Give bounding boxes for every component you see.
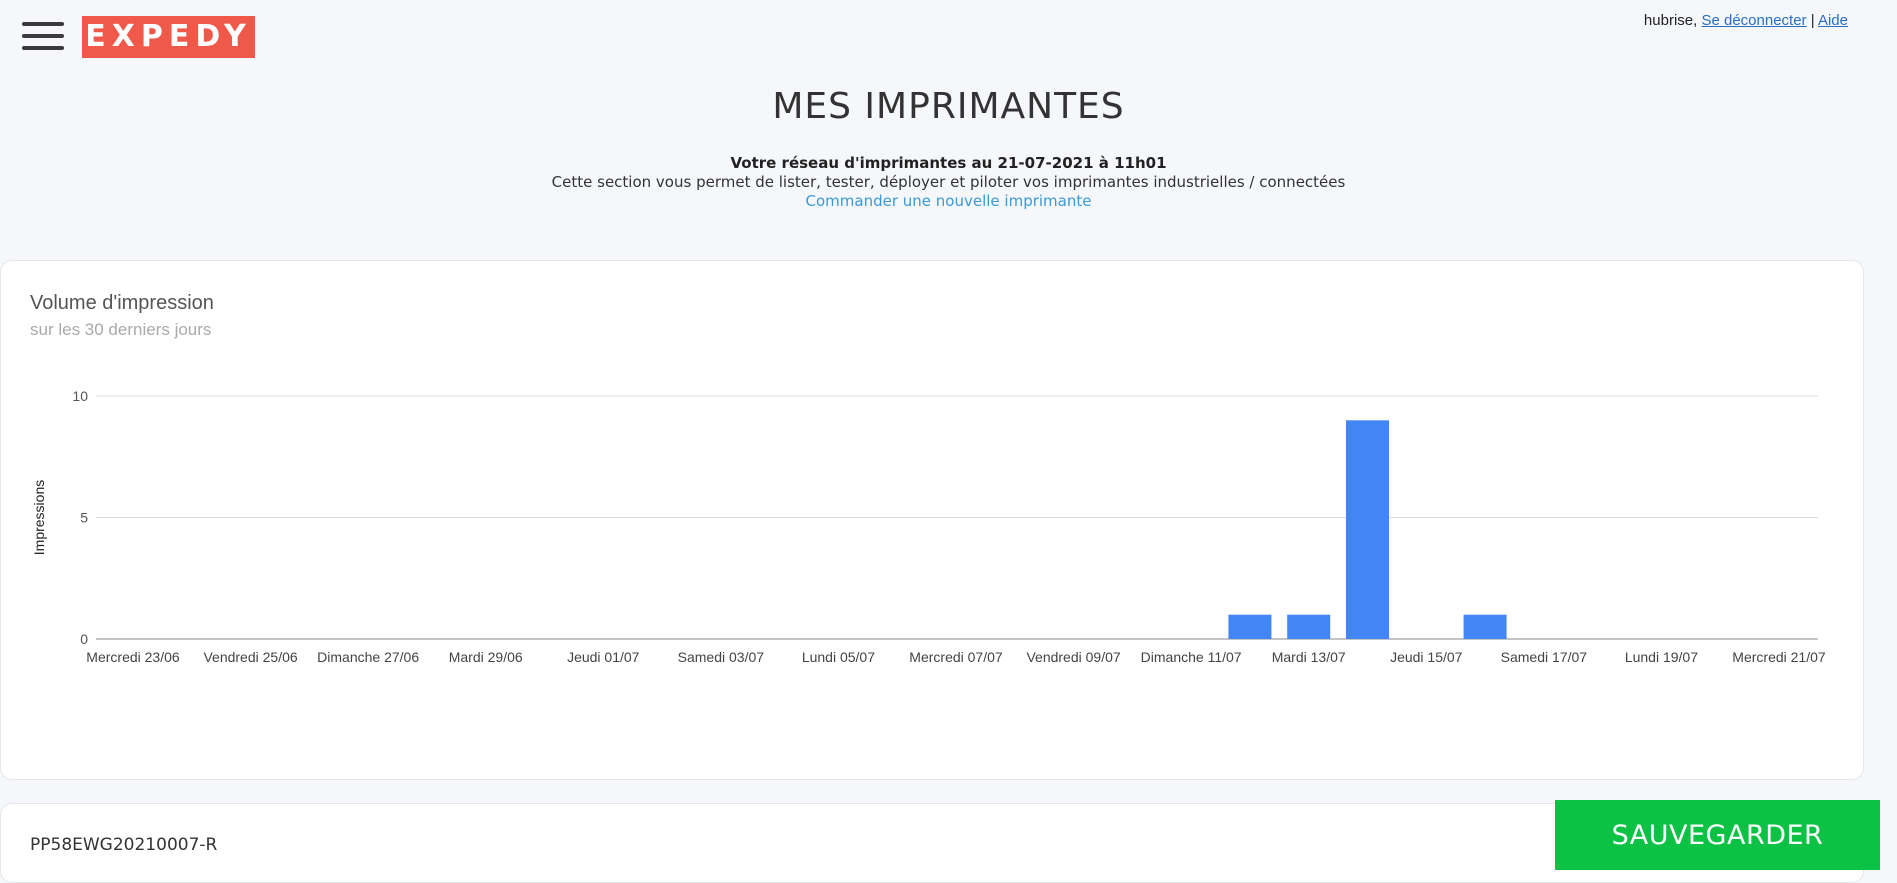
x-tick-label: Jeudi 15/07 bbox=[1390, 649, 1463, 665]
x-tick-label: Mardi 13/07 bbox=[1272, 649, 1346, 665]
help-link[interactable]: Aide bbox=[1817, 12, 1848, 29]
y-tick-label: 10 bbox=[72, 388, 88, 404]
x-tick-label: Mercredi 07/07 bbox=[909, 649, 1003, 665]
menu-bar bbox=[22, 34, 64, 38]
y-tick-label: 0 bbox=[80, 631, 88, 647]
x-tick-label: Lundi 19/07 bbox=[1625, 649, 1698, 665]
bar bbox=[1287, 614, 1331, 639]
x-tick-label: Samedi 17/07 bbox=[1501, 649, 1588, 665]
x-tick-label: Samedi 03/07 bbox=[678, 649, 765, 665]
user-name: hubrise, bbox=[1643, 12, 1698, 29]
network-status-text: Votre réseau d'imprimantes au 21-07-2021… bbox=[730, 154, 1167, 172]
order-printer-link[interactable]: Commander une nouvelle imprimante bbox=[805, 192, 1092, 210]
chart-subtitle: sur les 30 derniers jours bbox=[30, 320, 212, 339]
section-description: Cette section vous permet de lister, tes… bbox=[551, 173, 1346, 191]
x-tick-label: Vendredi 09/07 bbox=[1026, 649, 1120, 665]
chart-title: Volume d'impression bbox=[30, 292, 214, 314]
separator: | bbox=[1810, 12, 1815, 29]
x-tick-label: Vendredi 25/06 bbox=[203, 649, 297, 665]
logout-link[interactable]: Se déconnecter bbox=[1701, 12, 1807, 29]
printer-id: PP58EWG20210007-R bbox=[30, 835, 218, 855]
print-volume-card bbox=[0, 260, 1864, 780]
user-bar: hubrise, Se déconnecter | Aide bbox=[1644, 12, 1848, 29]
page-title: MES IMPRIMANTES bbox=[772, 86, 1125, 127]
hamburger-menu-icon[interactable] bbox=[22, 22, 64, 54]
x-tick-label: Lundi 05/07 bbox=[802, 649, 875, 665]
x-tick-label: Mercredi 21/07 bbox=[1732, 649, 1826, 665]
menu-bar bbox=[22, 46, 64, 50]
bar bbox=[1228, 614, 1272, 639]
intro-section: Votre réseau d'imprimantes au 21-07-2021… bbox=[0, 154, 1897, 211]
y-axis-label: Impressions bbox=[31, 480, 47, 555]
menu-bar bbox=[22, 22, 64, 26]
bar bbox=[1346, 420, 1389, 639]
x-tick-label: Dimanche 11/07 bbox=[1141, 649, 1242, 665]
y-tick-label: 5 bbox=[80, 510, 88, 526]
bar bbox=[1463, 614, 1507, 639]
expedy-logo[interactable]: EXPEDY bbox=[82, 16, 255, 58]
x-tick-label: Mardi 29/06 bbox=[449, 649, 523, 665]
x-tick-label: Dimanche 27/06 bbox=[317, 649, 419, 665]
save-button[interactable]: SAUVEGARDER bbox=[1555, 800, 1880, 870]
x-tick-label: Jeudi 01/07 bbox=[567, 649, 640, 665]
x-tick-label: Mercredi 23/06 bbox=[86, 649, 180, 665]
